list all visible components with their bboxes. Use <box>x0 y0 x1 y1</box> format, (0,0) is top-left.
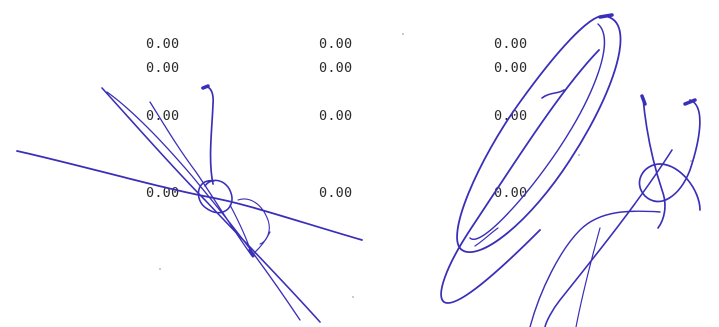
signature-stroke <box>237 198 270 245</box>
table-cell: 0.00 <box>146 108 180 124</box>
table-cell: 0.00 <box>319 36 353 52</box>
table-cell: 0.00 <box>494 60 528 76</box>
table-cell: 0.00 <box>494 185 528 201</box>
signature-stroke <box>469 23 606 241</box>
table-row: 0 0.00 0.00 0.00 <box>0 184 719 202</box>
signature-stroke <box>598 13 614 19</box>
signature-stroke <box>683 98 697 106</box>
signature-stroke <box>248 248 255 258</box>
table-row: 0 0.00 0.00 0.00 <box>0 107 719 125</box>
table-row: 0 0.00 0.00 0.00 <box>0 59 719 77</box>
table-cell: 0.00 <box>319 108 353 124</box>
scan-speck <box>690 160 692 162</box>
signature-stroke <box>640 94 647 106</box>
signature-stroke <box>201 84 210 90</box>
scan-speck <box>578 154 580 156</box>
signature-stroke <box>440 49 600 304</box>
signature-stroke <box>201 86 214 185</box>
table-cell: 0.00 <box>494 36 528 52</box>
table-cell: 0.00 <box>319 185 353 201</box>
table-cell: 0.00 <box>319 60 353 76</box>
table-cell: 0.00 <box>494 108 528 124</box>
scan-speck <box>402 33 404 35</box>
signature-stroke <box>544 149 673 327</box>
scan-speck <box>352 296 354 298</box>
table-cell: 0.00 <box>146 36 180 52</box>
signature-stroke <box>106 91 301 321</box>
signature-stroke <box>575 227 601 327</box>
scan-speck <box>159 268 161 270</box>
table-cell: 0.00 <box>146 60 180 76</box>
signature-stroke <box>541 89 565 99</box>
table-row: 0 0.00 0.00 0.00 <box>0 35 719 53</box>
table-cell: 0.00 <box>146 185 180 201</box>
signature-stroke <box>149 101 253 257</box>
signature-stroke <box>529 210 661 327</box>
signature-stroke <box>474 227 499 247</box>
signature-stroke <box>229 204 271 256</box>
